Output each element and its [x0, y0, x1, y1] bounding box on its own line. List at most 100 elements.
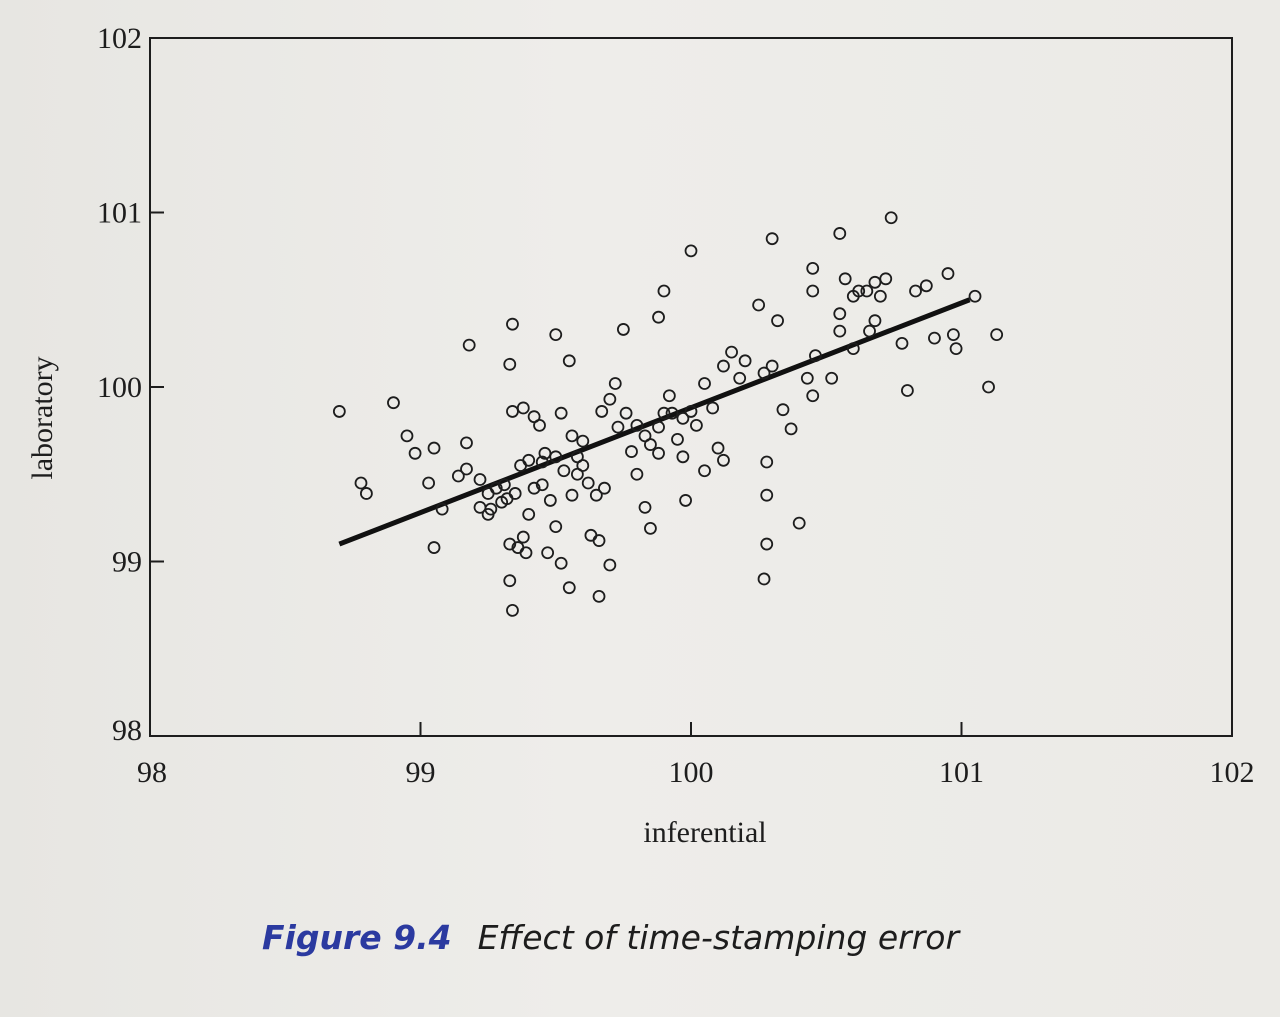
data-point: [698, 377, 711, 390]
data-point: [460, 462, 473, 476]
data-point: [595, 405, 609, 418]
data-point: [565, 429, 579, 443]
data-point: [873, 289, 887, 303]
y-tick-label: 102: [97, 22, 142, 55]
data-point: [516, 530, 530, 544]
x-tick-label: 99: [406, 756, 436, 789]
data-point: [806, 261, 820, 275]
data-point: [535, 455, 549, 469]
data-point: [562, 354, 576, 368]
data-point: [644, 521, 657, 535]
data-point: [838, 272, 852, 286]
axis-tick-labels: 98 99 100 101 102 98 99 100 101 102: [97, 22, 1255, 789]
data-point: [359, 487, 373, 500]
data-point: [760, 455, 774, 469]
data-point: [497, 478, 511, 492]
data-point: [484, 502, 498, 516]
y-tick-label: 98: [112, 714, 142, 747]
data-point: [570, 467, 584, 481]
data-point: [619, 406, 633, 420]
data-point: [489, 481, 503, 495]
data-point: [657, 406, 671, 420]
data-point: [928, 331, 941, 345]
data-point: [503, 357, 517, 371]
data-point: [868, 314, 882, 328]
y-tick-label: 99: [112, 546, 142, 579]
data-point: [946, 328, 960, 342]
data-point: [949, 342, 963, 356]
data-point: [506, 603, 519, 617]
data-point: [652, 446, 665, 460]
data-point: [738, 354, 752, 368]
x-tick-label: 102: [1210, 756, 1255, 789]
data-point: [760, 537, 774, 551]
data-point: [533, 418, 546, 432]
data-point: [765, 359, 779, 373]
figure-caption: Figure 9.4 Effect of time-stamping error: [262, 918, 959, 957]
data-point: [516, 401, 530, 415]
data-point: [562, 581, 576, 595]
data-point: [884, 211, 898, 225]
data-point: [506, 405, 519, 418]
data-point: [473, 473, 487, 486]
data-point: [557, 464, 571, 478]
plot-frame: [149, 37, 1233, 737]
data-point: [684, 405, 698, 418]
data-point: [503, 537, 517, 551]
data-point: [625, 445, 638, 458]
data-point: [982, 380, 995, 394]
data-point: [863, 324, 876, 338]
data-point: [608, 377, 622, 390]
data-point: [535, 478, 549, 492]
data-point: [332, 405, 346, 418]
data-point: [435, 502, 449, 516]
data-point: [833, 227, 847, 240]
data-point: [592, 534, 606, 547]
data-point: [860, 284, 874, 298]
regression-line: [338, 297, 971, 547]
x-tick-label: 100: [669, 756, 714, 789]
data-point: [776, 403, 790, 417]
data-point: [760, 488, 774, 502]
data-point: [527, 481, 541, 495]
data-point: [690, 418, 703, 432]
data-point: [422, 476, 436, 490]
data-point: [990, 328, 1004, 342]
data-point: [522, 507, 536, 521]
data-point: [427, 541, 441, 554]
data-point: [543, 494, 557, 507]
x-tick-label: 98: [137, 756, 167, 789]
data-point: [919, 279, 933, 293]
data-point: [665, 406, 679, 420]
data-point: [657, 284, 671, 298]
data-point: [717, 453, 730, 467]
axis-ticks: [150, 211, 963, 736]
data-point: [676, 412, 690, 425]
data-point: [541, 546, 555, 560]
data-point: [506, 317, 519, 331]
data-point: [451, 469, 465, 483]
data-point: [679, 494, 692, 507]
data-point: [717, 359, 730, 373]
data-point: [833, 307, 847, 321]
data-point: [784, 422, 798, 436]
data-point: [879, 272, 893, 286]
data-point: [387, 396, 400, 410]
figure-number: Figure 9.4: [262, 918, 452, 957]
data-point: [698, 464, 711, 478]
data-point: [833, 324, 847, 338]
data-point: [825, 371, 839, 385]
data-point: [630, 418, 644, 432]
data-point: [771, 314, 784, 328]
data-point: [792, 516, 806, 530]
data-point: [592, 590, 606, 603]
data-point: [757, 572, 771, 586]
data-point: [895, 336, 909, 350]
data-point: [806, 389, 820, 403]
data-point: [598, 481, 611, 495]
data-point: [800, 371, 814, 385]
data-point: [662, 389, 676, 403]
y-axis-label: laboratory: [26, 356, 59, 479]
data-point: [644, 438, 657, 451]
